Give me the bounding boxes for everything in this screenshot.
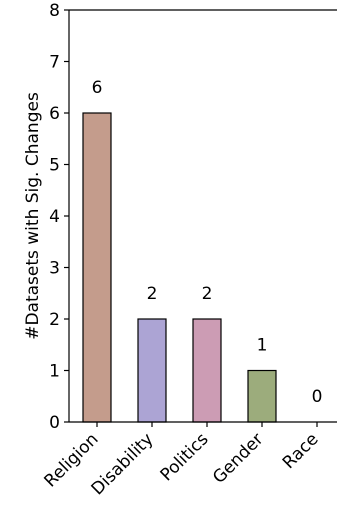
y-ticks-group: 0 1 2 3 4 5 6 7 8: [49, 1, 69, 433]
y-tick-label: 8: [49, 1, 60, 21]
y-tick-label: 2: [49, 310, 60, 330]
bar-politics: [192, 318, 222, 423]
data-label-politics: 2: [202, 284, 213, 304]
y-axis-label: #Datasets with Sig. Changes: [23, 92, 43, 340]
y-tick-label: 4: [49, 207, 60, 227]
x-tick-label-politics: Politics: [157, 429, 213, 485]
data-labels-group: 6 2 2 1 0: [92, 78, 323, 407]
y-tick-label: 7: [49, 53, 60, 73]
data-label-gender: 1: [257, 336, 268, 356]
data-label-race: 0: [312, 387, 323, 407]
y-tick-label: 5: [49, 156, 60, 176]
bars-group: [82, 112, 277, 423]
bar-disability: [137, 318, 167, 423]
y-tick-label: 1: [49, 362, 60, 382]
y-tick-label: 6: [49, 104, 60, 124]
y-tick-label: 0: [49, 413, 60, 433]
y-tick-label: 3: [49, 259, 60, 279]
data-label-disability: 2: [147, 284, 158, 304]
bar-gender: [247, 369, 277, 423]
data-label-religion: 6: [92, 78, 103, 98]
x-tick-label-race: Race: [279, 429, 323, 473]
x-tick-label-gender: Gender: [209, 429, 267, 487]
bar-religion: [82, 112, 112, 423]
